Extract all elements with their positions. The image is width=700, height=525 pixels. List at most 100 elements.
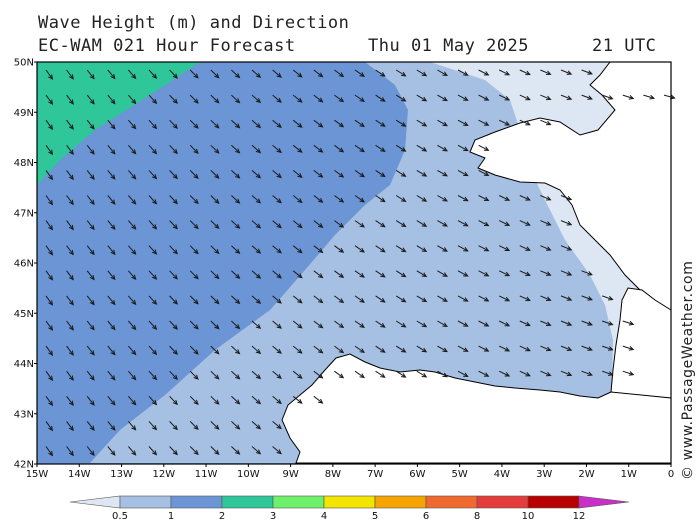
wave-arrow <box>45 421 54 432</box>
wave-arrow <box>478 220 490 227</box>
wave-arrow <box>210 94 220 104</box>
wave-arrow <box>416 195 428 202</box>
wave-arrow <box>128 220 137 230</box>
wave-arrow <box>334 370 345 379</box>
wave-arrow <box>292 144 303 153</box>
wave-arrow <box>313 370 324 379</box>
wave-arrow <box>519 270 531 276</box>
wave-arrow <box>45 170 54 181</box>
wave-arrow <box>457 169 469 177</box>
wave-arrow <box>169 69 178 79</box>
wave-arrow <box>581 69 593 75</box>
wave-arrow <box>602 94 614 100</box>
wave-arrow <box>107 144 116 155</box>
legend-swatch <box>527 495 580 509</box>
legend-swatch <box>476 495 529 509</box>
wave-arrow <box>128 195 137 205</box>
legend-value-label: 12 <box>573 511 586 522</box>
wave-arrow <box>189 421 199 431</box>
wave-arrow <box>375 295 386 303</box>
wave-arrow <box>622 345 635 351</box>
wave-arrow <box>334 169 345 178</box>
wave-arrow <box>540 295 552 301</box>
wave-arrow <box>437 295 448 302</box>
wave-arrow <box>354 295 365 303</box>
wave-arrow <box>334 345 345 354</box>
wave-arrow <box>560 195 573 201</box>
wave-arrow <box>498 69 511 76</box>
wave-arrow <box>272 94 282 103</box>
wave-arrow <box>107 170 116 180</box>
wave-arrow <box>66 446 74 457</box>
wave-arrow <box>189 220 199 230</box>
wave-arrow <box>107 94 116 105</box>
wave-arrow <box>189 245 199 255</box>
wave-arrow <box>189 320 199 330</box>
wave-arrow <box>478 119 490 126</box>
wave-arrow <box>478 144 490 151</box>
latitude-label: 45N <box>14 309 34 320</box>
wave-arrow <box>66 370 74 381</box>
wave-arrow <box>457 270 469 277</box>
wave-arrow <box>478 270 490 277</box>
wave-arrow <box>128 170 137 180</box>
wave-arrow <box>169 119 178 130</box>
longitude-label: 7W <box>367 469 383 480</box>
wave-arrow <box>457 69 469 76</box>
wave-arrow <box>663 94 676 100</box>
wave-arrow <box>86 94 95 105</box>
wave-arrow <box>107 320 116 331</box>
wave-arrow <box>86 170 95 180</box>
wave-arrow <box>128 446 137 456</box>
legend-value-label: 1 <box>168 511 174 522</box>
wave-arrow <box>313 395 324 404</box>
wave-arrow <box>128 395 137 406</box>
wave-arrow <box>86 421 95 431</box>
longitude-label: 11W <box>195 469 218 480</box>
wave-arrow <box>45 320 54 331</box>
wave-arrow <box>148 195 158 205</box>
wave-arrow <box>86 195 95 206</box>
wave-arrow <box>313 195 324 203</box>
wave-arrow <box>128 320 137 331</box>
wave-arrow <box>437 220 448 227</box>
wave-arrow <box>498 94 511 101</box>
wave-arrow <box>334 195 345 203</box>
wave-arrow <box>437 270 448 277</box>
wave-arrow <box>210 370 220 380</box>
wave-arrow <box>622 370 635 376</box>
wave-arrow <box>272 119 282 129</box>
wave-arrow <box>107 195 116 205</box>
wave-arrow <box>66 421 74 432</box>
wave-arrow <box>395 370 407 378</box>
wave-arrow <box>86 270 95 281</box>
wave-arrow <box>498 370 511 377</box>
wave-arrow <box>437 195 448 202</box>
wave-arrow <box>210 119 220 129</box>
wave-arrow <box>86 144 95 155</box>
wave-arrow <box>437 169 448 177</box>
wave-arrow <box>519 69 531 76</box>
wave-arrow <box>169 421 178 431</box>
wave-arrow <box>313 270 324 279</box>
wave-arrow <box>334 320 345 329</box>
wave-arrow <box>375 169 386 178</box>
wave-arrow <box>148 144 158 155</box>
wave-arrow <box>395 119 407 127</box>
wave-arrow <box>169 94 178 104</box>
wave-arrow <box>231 270 241 280</box>
longitude-label: 4W <box>494 469 510 480</box>
wave-arrow <box>210 320 220 330</box>
wave-arrow <box>395 169 407 177</box>
wave-arrow <box>498 270 511 277</box>
latitude-label: 43N <box>14 409 34 420</box>
wave-arrow <box>210 345 220 355</box>
wave-arrow <box>128 69 137 80</box>
wave-arrow <box>272 195 282 204</box>
wave-arrow <box>45 270 54 281</box>
wave-arrow <box>334 144 345 153</box>
wave-arrow <box>519 370 531 377</box>
wave-arrow <box>498 119 511 126</box>
wave-arrow <box>272 320 282 329</box>
wave-arrow <box>602 345 614 351</box>
